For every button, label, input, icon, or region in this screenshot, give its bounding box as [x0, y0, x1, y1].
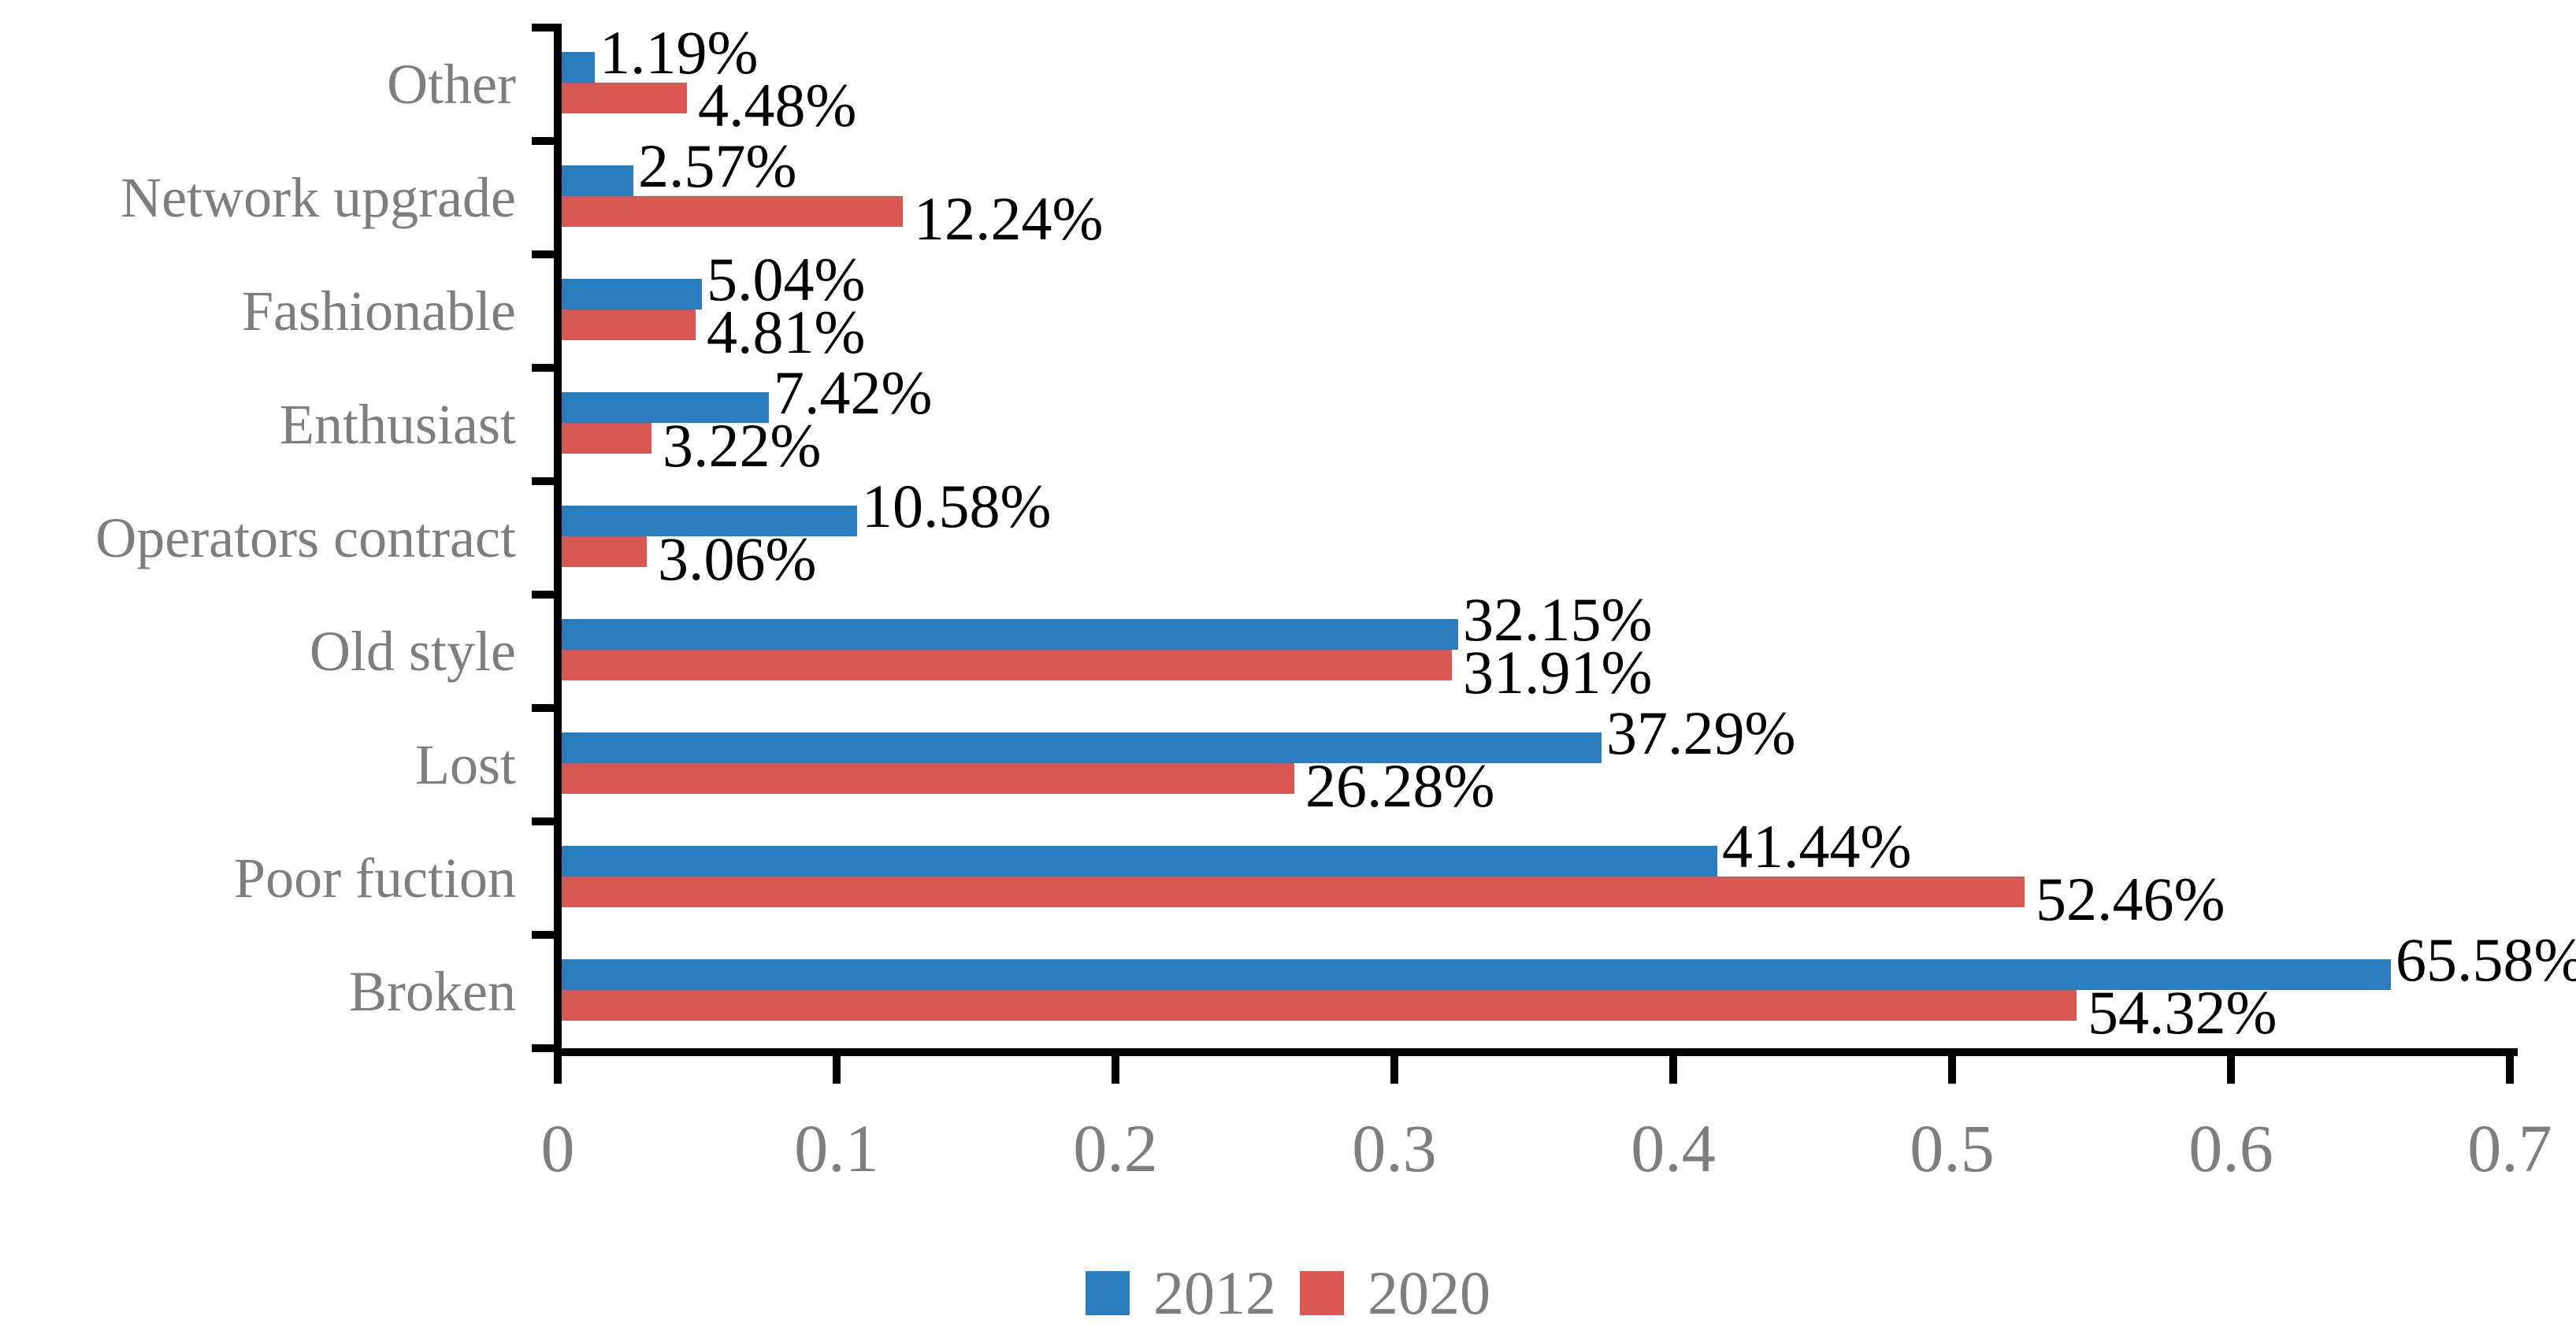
- y-axis-tick-1: [532, 137, 562, 145]
- bar-2020-2: [562, 310, 696, 340]
- value-label-2012-6: 37.29%: [1606, 699, 1796, 767]
- value-label-2020-4: 3.06%: [658, 525, 817, 593]
- value-label-2012-1: 2.57%: [638, 132, 797, 200]
- bar-2012-3: [562, 392, 769, 423]
- value-label-2020-3: 3.22%: [663, 411, 822, 480]
- y-axis-tick-4: [532, 477, 562, 485]
- value-label-2012-5: 32.15%: [1463, 585, 1653, 654]
- category-label-enthusiast: Enthusiast: [280, 392, 516, 456]
- category-label-operators-contract: Operators contract: [95, 506, 516, 569]
- bar-2012-0: [562, 52, 595, 83]
- x-axis-tick-0.6: [2227, 1048, 2235, 1084]
- bar-2020-3: [562, 423, 651, 454]
- bar-2012-1: [562, 165, 633, 196]
- x-axis-tick-0.5: [1948, 1048, 1956, 1084]
- x-axis-tick-label-0.1: 0.1: [794, 1110, 879, 1186]
- legend: 2012 2020: [0, 1258, 2576, 1329]
- y-axis-tick-0: [532, 24, 562, 32]
- bar-2012-5: [562, 619, 1458, 650]
- bar-2020-1: [562, 196, 903, 227]
- bar-2020-6: [562, 763, 1294, 794]
- value-label-2020-0: 4.48%: [698, 71, 857, 139]
- y-axis-tick-5: [532, 591, 562, 599]
- y-axis-tick-9: [532, 1044, 562, 1052]
- x-axis-tick-0.7: [2506, 1048, 2514, 1084]
- category-label-network-upgrade: Network upgrade: [121, 165, 516, 229]
- y-axis-tick-3: [532, 364, 562, 372]
- x-axis-tick-label-0.3: 0.3: [1352, 1110, 1437, 1186]
- y-axis-tick-6: [532, 704, 562, 712]
- x-axis-tick-0.2: [1112, 1048, 1119, 1084]
- value-label-2012-4: 10.58%: [862, 472, 1052, 540]
- category-label-old-style: Old style: [310, 619, 516, 683]
- bar-2020-0: [562, 83, 687, 113]
- x-axis-tick-label-0: 0: [540, 1110, 575, 1186]
- bar-2012-6: [562, 732, 1602, 763]
- y-axis-line: [554, 24, 562, 1056]
- bar-2020-8: [562, 990, 2077, 1021]
- y-axis-tick-7: [532, 817, 562, 825]
- value-label-2012-3: 7.42%: [774, 358, 933, 427]
- x-axis-tick-0.4: [1669, 1048, 1677, 1084]
- legend-swatch-2012: [1086, 1271, 1130, 1315]
- category-label-lost: Lost: [414, 732, 516, 796]
- value-label-2012-0: 1.19%: [599, 18, 759, 87]
- x-axis-tick-0.1: [833, 1048, 841, 1084]
- value-label-2020-8: 54.32%: [2088, 978, 2277, 1047]
- value-label-2012-8: 65.58%: [2396, 925, 2576, 994]
- x-axis-tick-label-0.5: 0.5: [1910, 1110, 1995, 1186]
- x-axis-tick-0.3: [1390, 1048, 1398, 1084]
- legend-label-2012: 2012: [1153, 1259, 1276, 1327]
- value-label-2020-7: 52.46%: [2036, 865, 2225, 933]
- value-label-2012-7: 41.44%: [1722, 812, 1912, 880]
- bar-2012-2: [562, 279, 702, 310]
- bar-2020-4: [562, 536, 647, 567]
- bar-2012-4: [562, 506, 857, 536]
- value-label-2020-1: 12.24%: [914, 184, 1104, 253]
- x-axis-tick-label-0.7: 0.7: [2467, 1110, 2552, 1186]
- value-label-2020-5: 31.91%: [1463, 638, 1653, 706]
- bar-2012-8: [562, 959, 2391, 990]
- category-label-fashionable: Fashionable: [242, 279, 516, 343]
- legend-label-2020: 2020: [1368, 1259, 1490, 1327]
- value-label-2012-2: 5.04%: [707, 245, 866, 313]
- x-axis-tick-0: [554, 1048, 562, 1084]
- y-axis-tick-2: [532, 250, 562, 258]
- legend-swatch-2020: [1300, 1271, 1344, 1315]
- x-axis-line: [554, 1048, 2518, 1056]
- bar-2012-7: [562, 846, 1717, 877]
- category-label-other: Other: [387, 52, 516, 116]
- category-label-broken: Broken: [349, 959, 516, 1023]
- bar-2020-7: [562, 877, 2025, 907]
- bar-2020-5: [562, 650, 1452, 680]
- x-axis-tick-label-0.2: 0.2: [1073, 1110, 1158, 1186]
- value-label-2020-6: 26.28%: [1305, 751, 1495, 820]
- category-label-poor-fuction: Poor fuction: [234, 846, 516, 910]
- y-axis-tick-8: [532, 931, 562, 939]
- x-axis-tick-label-0.4: 0.4: [1631, 1110, 1716, 1186]
- value-label-2020-2: 4.81%: [707, 298, 866, 366]
- x-axis-tick-label-0.6: 0.6: [2188, 1110, 2273, 1186]
